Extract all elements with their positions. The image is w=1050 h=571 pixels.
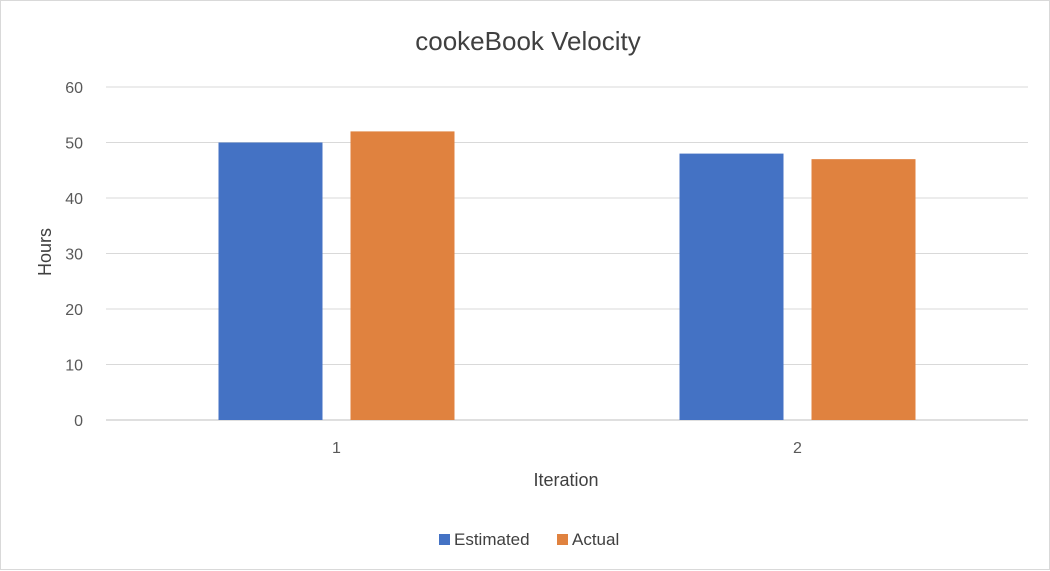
y-tick-label: 30 [65,247,83,264]
bars [218,131,916,420]
legend: Estimated Actual [439,530,619,549]
y-tick-label: 40 [65,191,83,208]
y-tick-label: 50 [65,136,83,153]
y-tick-label: 60 [65,80,83,97]
legend-label-actual: Actual [572,530,619,549]
legend-swatch-estimated [439,534,450,545]
bar-estimated-2 [679,153,784,420]
legend-label-estimated: Estimated [454,530,530,549]
bar-actual-1 [350,131,455,420]
y-axis-ticks: 0 10 20 30 40 50 60 [65,80,83,430]
legend-swatch-actual [557,534,568,545]
y-tick-label: 10 [65,358,83,375]
bar-actual-2 [811,159,916,420]
chart-title: cookeBook Velocity [415,26,640,56]
y-tick-label: 20 [65,302,83,319]
bar-estimated-1 [218,142,323,420]
y-tick-label: 0 [74,413,83,430]
y-axis-title: Hours [35,228,55,276]
x-tick-label: 1 [332,440,341,457]
x-axis-title: Iteration [533,470,598,490]
x-tick-label: 2 [793,440,802,457]
